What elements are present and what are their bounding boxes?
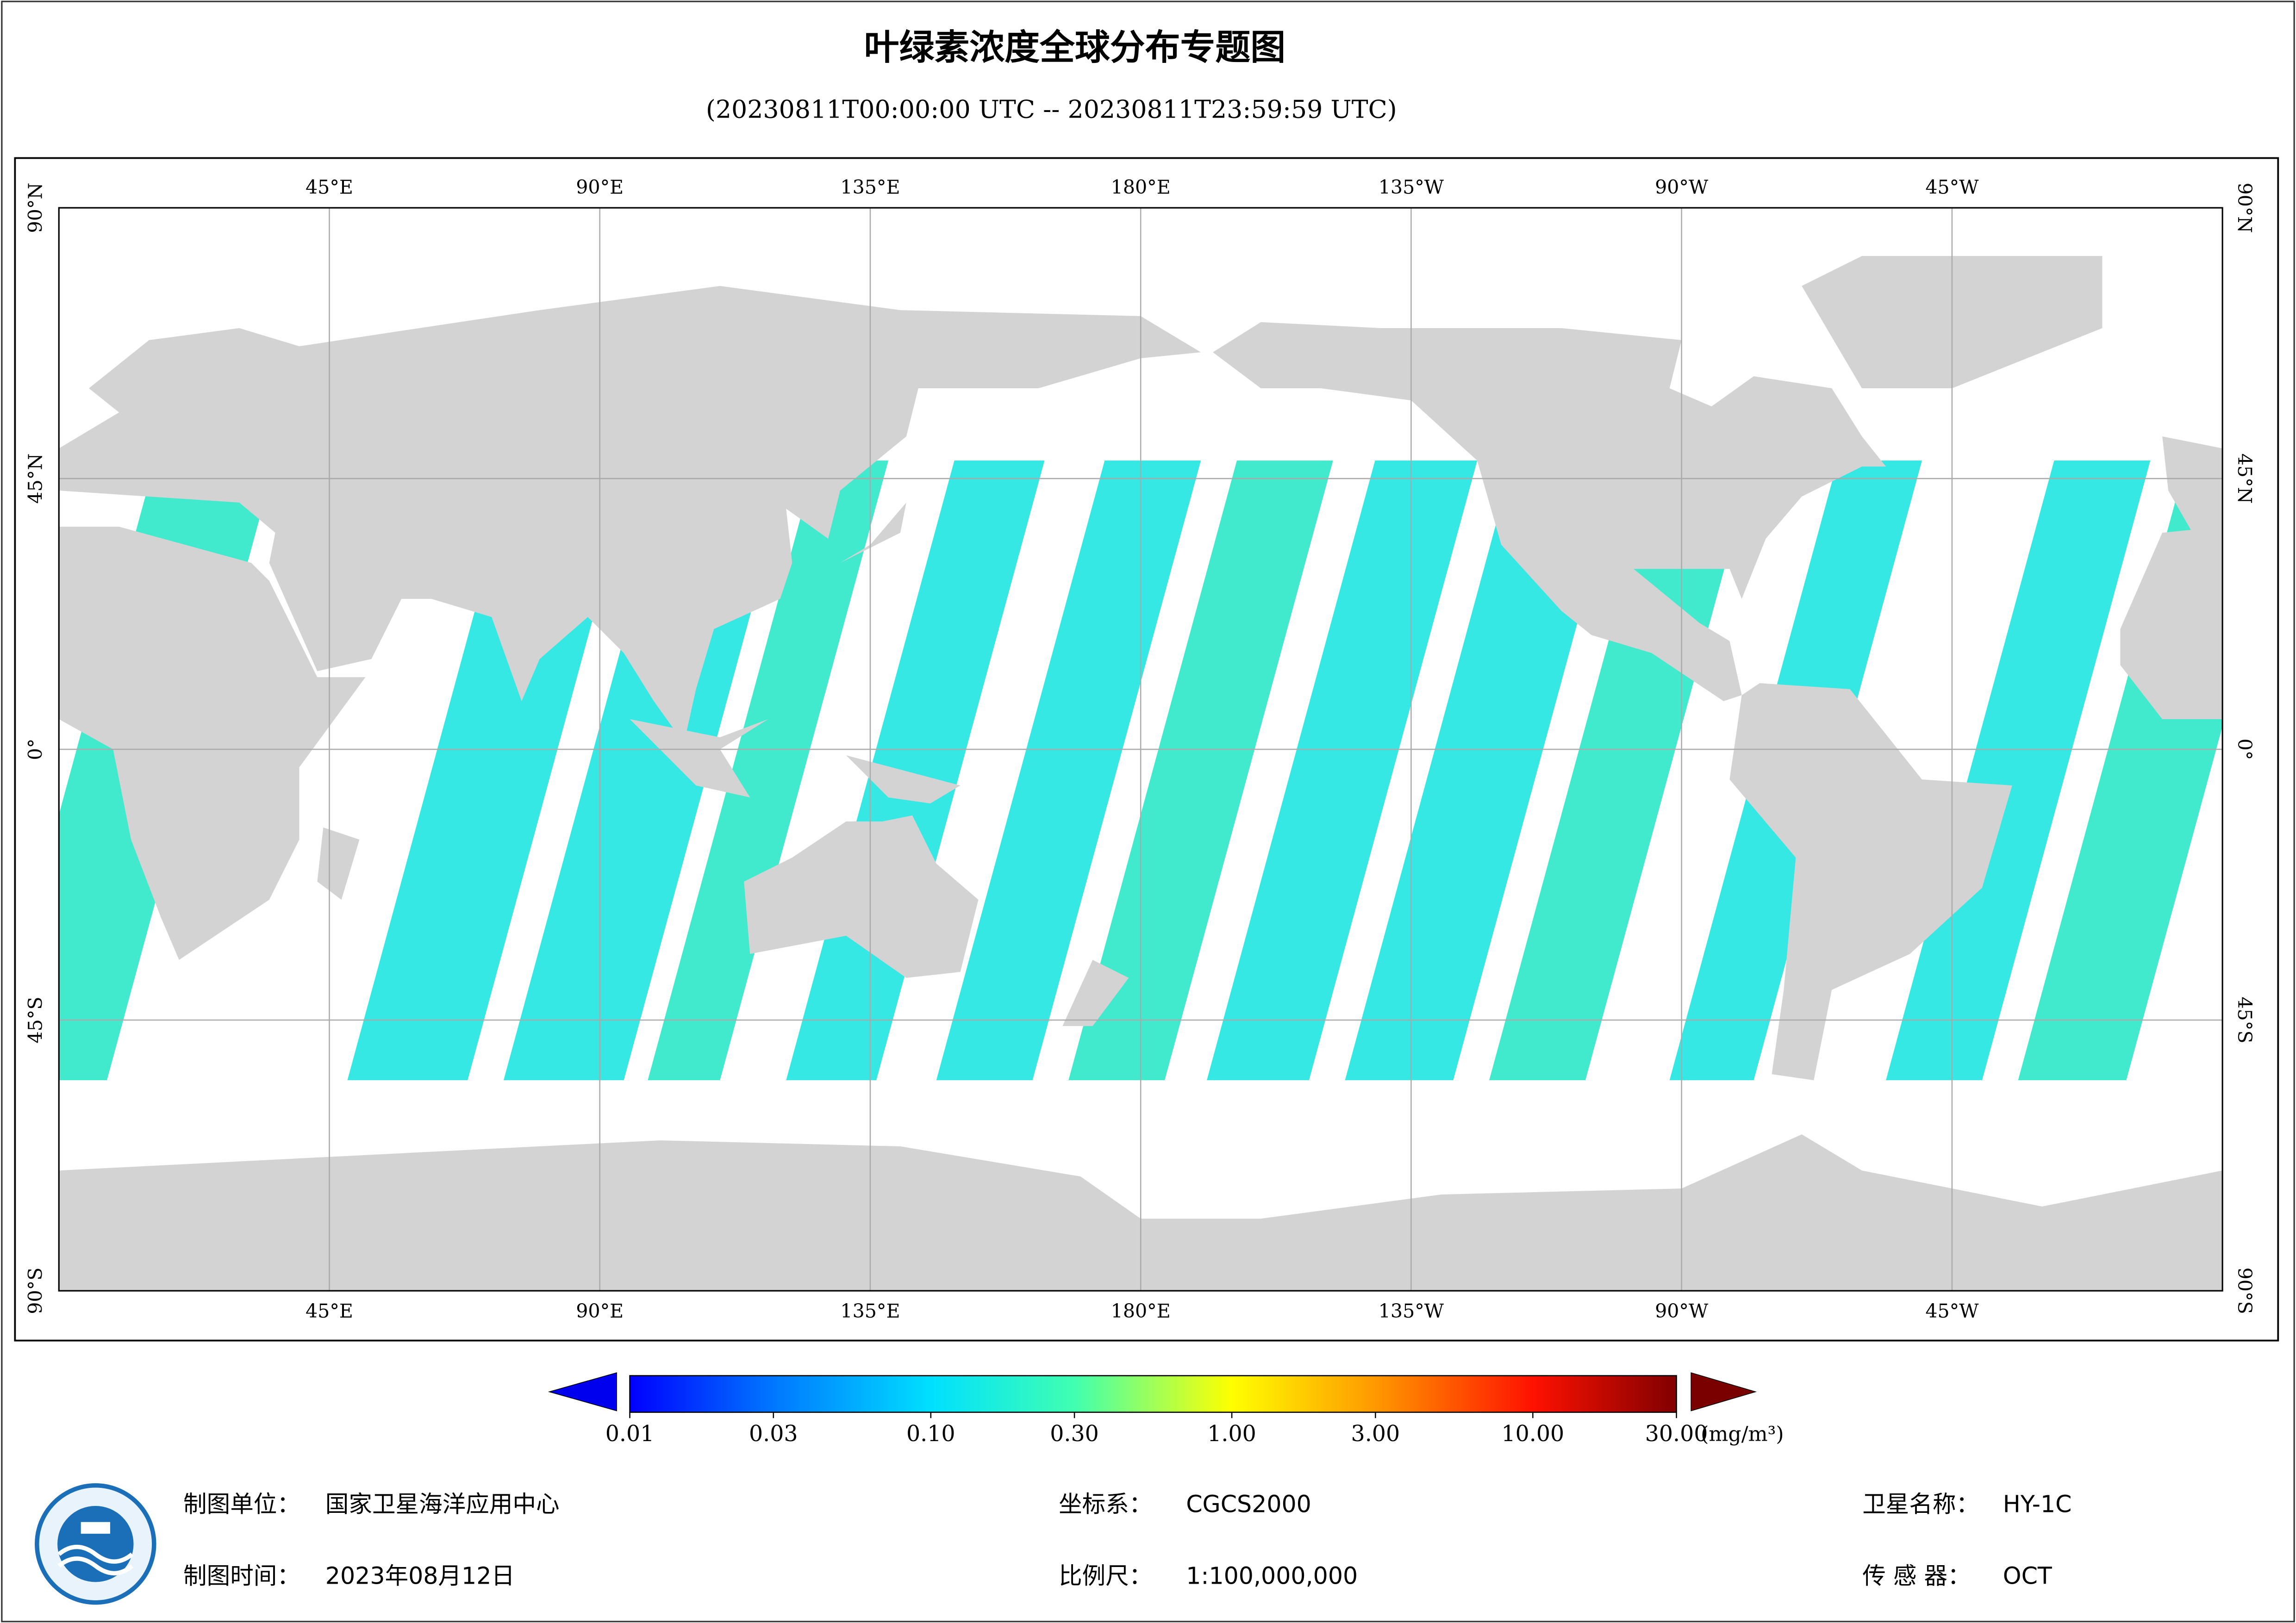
- lon-label-top: 135°W: [1379, 176, 1444, 198]
- land: [630, 719, 768, 798]
- footer-label: 制图单位：: [183, 1491, 300, 1518]
- colorbar-tick-label: 3.00: [1351, 1421, 1400, 1447]
- footer-value: CGCS2000: [1186, 1491, 1311, 1518]
- colorbar: (mg/m³) 0.01 0.03 0.10 0.30 1.00 3.00 10.00 30.…: [548, 1372, 1784, 1447]
- land: [59, 286, 1201, 744]
- land: [2120, 527, 2223, 719]
- lat-label-left: 0°: [24, 739, 46, 760]
- footer-label: 制图时间：: [183, 1562, 300, 1589]
- lat-label-left: 90°N: [24, 183, 46, 233]
- land: [1213, 322, 1886, 702]
- footer-value: HY-1C: [2003, 1491, 2072, 1518]
- map-outer-frame: [14, 157, 2279, 1342]
- land: [1062, 960, 1129, 1026]
- colorbar-high-arrow: [1691, 1372, 1757, 1412]
- land: [317, 827, 360, 900]
- lon-label-bottom: 90°W: [1655, 1300, 1709, 1322]
- footer-label: 坐标系：: [1059, 1491, 1152, 1518]
- land: [840, 502, 906, 563]
- colorbar-ramp: [629, 1375, 1677, 1413]
- lat-label-left: 90°S: [24, 1268, 46, 1314]
- lat-label-left: 45°S: [24, 997, 46, 1044]
- lon-label-bottom: 135°E: [840, 1300, 900, 1322]
- title: 叶绿素浓度全球分布专题图: [864, 27, 1286, 68]
- lat-label-right: 90°S: [2234, 1268, 2256, 1314]
- subtitle: (20230811T00:00:00 UTC -- 20230811T23:59…: [706, 94, 1397, 124]
- footer-label: 比例尺：: [1059, 1562, 1152, 1589]
- lon-label-top: 90°W: [1655, 176, 1709, 198]
- land: [2162, 436, 2223, 533]
- footer-label: 传 感 器：: [1862, 1562, 1971, 1589]
- colorbar-tick-label: 0.01: [605, 1421, 655, 1447]
- logo: [35, 1483, 156, 1605]
- footer-label: 卫星名称：: [1862, 1491, 1979, 1518]
- colorbar-low-arrow: [548, 1372, 617, 1412]
- colorbar-tick-label: 0.03: [749, 1421, 798, 1447]
- land: [846, 755, 961, 804]
- lon-label-bottom: 135°W: [1379, 1300, 1444, 1322]
- lon-label-bottom: 45°E: [306, 1300, 353, 1322]
- footer-value: 国家卫星海洋应用中心: [325, 1491, 560, 1518]
- swath: [648, 460, 889, 1081]
- lon-label-bottom: 180°E: [1111, 1300, 1171, 1322]
- lon-label-bottom: 45°W: [1925, 1300, 1979, 1322]
- swath: [1068, 460, 1333, 1081]
- lon-label-top: 90°E: [576, 176, 624, 198]
- lon-label-top: 45°W: [1925, 176, 1979, 198]
- footer-value: 1:100,000,000: [1186, 1562, 1358, 1589]
- colorbar-tick-label: 30.00: [1645, 1421, 1708, 1447]
- swath: [936, 460, 1201, 1081]
- lat-label-right: 0°: [2234, 739, 2256, 760]
- lat-label-right: 45°N: [2234, 454, 2256, 504]
- land: [59, 527, 366, 960]
- swath: [1207, 460, 1478, 1081]
- footer: 制图单位： 国家卫星海洋应用中心 坐标系： CGCS2000 卫星名称： HY-1C 制图时…: [183, 1491, 2071, 1590]
- lon-label-bottom: 90°E: [576, 1300, 624, 1322]
- land: [744, 815, 979, 978]
- footer-value: 2023年08月12日: [325, 1562, 515, 1589]
- map-frame: [58, 207, 2223, 1292]
- lat-label-left: 45°N: [24, 454, 46, 504]
- colorbar-tick-label: 10.00: [1501, 1421, 1564, 1447]
- swath: [1345, 460, 1622, 1081]
- graticule-labels: 45°E 45°E 90°E 90°E 135°E 135°E 180°E 180°E 135°…: [24, 176, 2256, 1322]
- map-body: [59, 208, 2223, 1291]
- lat-label-right: 90°N: [2234, 183, 2256, 233]
- lon-label-top: 135°E: [840, 176, 900, 198]
- footer-value: OCT: [2003, 1562, 2053, 1589]
- colorbar-tick-label: 1.00: [1207, 1421, 1256, 1447]
- lon-label-top: 180°E: [1111, 176, 1171, 198]
- lon-label-top: 45°E: [306, 176, 353, 198]
- land: [1729, 683, 2012, 1081]
- colorbar-tick-label: 0.10: [906, 1421, 955, 1447]
- colorbar-tick-label: 0.30: [1050, 1421, 1099, 1447]
- lat-label-right: 45°S: [2234, 997, 2256, 1044]
- colorbar-unit: (mg/m³): [1701, 1423, 1784, 1446]
